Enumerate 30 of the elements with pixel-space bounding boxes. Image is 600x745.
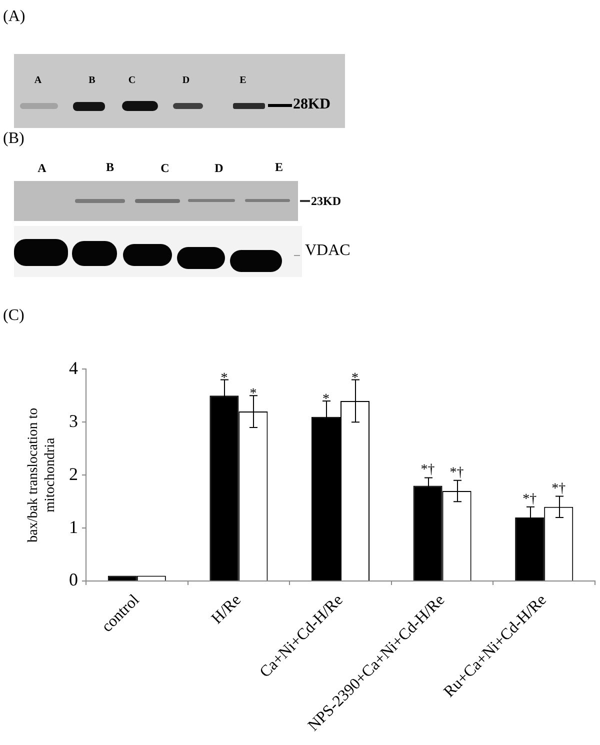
y-tick-label: 3 [69,410,78,431]
data-label: * [352,370,359,386]
text: VDAC [305,242,350,260]
text: 23KD [311,194,341,208]
text: (A) [3,8,26,26]
text: C [160,161,170,175]
y-axis-title: bax/bak translocation to mitochondria [26,408,58,542]
chart-title: (C) [3,306,24,324]
data-label: *† [450,465,464,480]
text: 28KD [293,96,330,114]
text: (B) [3,130,24,148]
text: E [274,160,284,174]
data-label: * [322,392,330,407]
text: D [182,75,190,87]
text: B [106,160,114,174]
text: B [88,75,96,87]
data-label: *† [552,481,566,496]
data-label: *† [522,492,537,507]
y-tick-label: 0 [69,570,78,590]
text: D [214,161,224,175]
text: A [38,161,46,175]
y-tick-label: 4 [69,358,78,378]
text: C [128,75,136,87]
text: A [34,75,42,87]
y-tick-label: 2 [69,464,78,484]
text: E [240,75,246,87]
y-tick-label: 1 [69,516,78,537]
data-label: * [250,386,257,402]
data-label: * [220,370,228,386]
data-label: *† [420,462,435,478]
